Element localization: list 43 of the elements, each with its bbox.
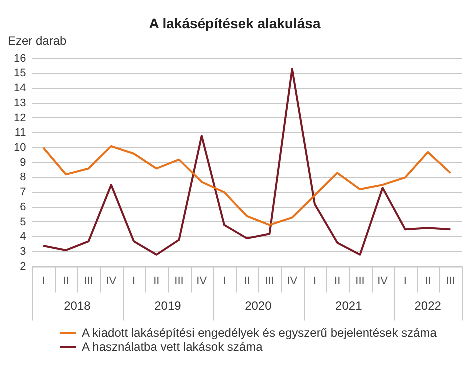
y-tick-label: 16 [14, 52, 26, 65]
y-tick-label: 3 [20, 246, 26, 258]
legend-label: A használatba vett lakások száma [82, 340, 263, 354]
x-tick-label: II [334, 275, 341, 288]
y-tick-label: 9 [20, 156, 26, 169]
y-tick-label: 10 [14, 142, 26, 154]
y-tick-label: 13 [14, 97, 26, 110]
y-tick-label: 4 [20, 231, 26, 244]
text: 2021 [336, 299, 363, 314]
x-tick-label: IV [378, 275, 389, 288]
x-tick-label: III [265, 275, 274, 288]
text: 2018 [64, 299, 92, 314]
y-tick-label: 14 [14, 82, 26, 95]
x-tick-label: II [425, 275, 432, 288]
y-axis-title: Ezer darab [8, 34, 68, 48]
x-tick-label: IV [106, 275, 118, 288]
y-tick-label: 11 [14, 127, 26, 140]
text: 2019 [154, 299, 182, 314]
x-tick-label: II [244, 275, 250, 288]
y-tick-label: 2 [20, 260, 26, 273]
legend-label: A kiadott lakásépítési engedélyek és egyszerű bejelentések száma [82, 326, 437, 340]
y-tick-label: 8 [20, 172, 26, 184]
y-tick-label: 12 [14, 112, 26, 124]
y-tick-label: 6 [20, 201, 26, 214]
x-tick-label: I [313, 275, 317, 288]
chart-title: A lakásépítések alakulása [149, 15, 321, 32]
x-tick-label: I [222, 275, 226, 288]
y-tick-label: 5 [20, 216, 26, 228]
x-tick-label: I [42, 275, 46, 288]
x-tick-label: I [132, 275, 136, 288]
x-tick-label: III [84, 275, 94, 288]
text: 2020 [245, 299, 272, 314]
x-tick-label: II [63, 275, 70, 288]
x-tick-label: II [154, 275, 160, 288]
x-tick-label: III [446, 275, 456, 288]
text: 2022 [414, 299, 442, 314]
x-tick-label: III [356, 275, 365, 288]
x-tick-label: IV [196, 275, 208, 288]
x-tick-label: III [174, 275, 184, 288]
x-tick-label: IV [287, 275, 298, 288]
y-tick-label: 15 [14, 68, 26, 80]
y-tick-label: 7 [20, 186, 26, 199]
x-tick-label: I [404, 275, 407, 288]
